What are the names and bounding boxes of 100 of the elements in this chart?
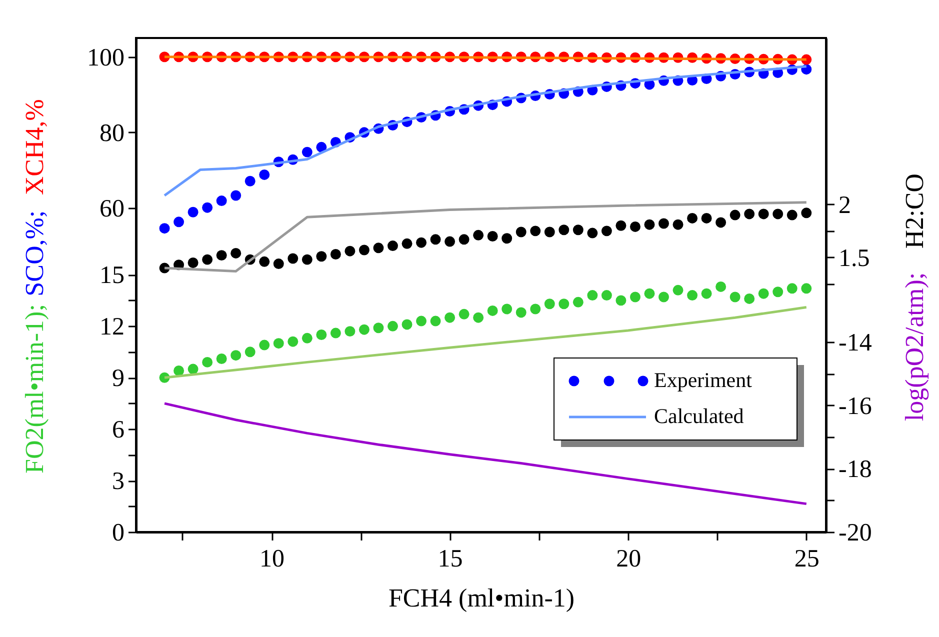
point [716,281,726,292]
point [801,283,812,294]
point [801,208,812,218]
y-tick-label: 15 [100,262,124,290]
point [487,305,498,316]
point [202,356,213,368]
point [786,283,798,294]
point [244,176,256,186]
point [316,142,327,152]
y2-tick-label: 1.5 [838,244,870,272]
x-tick-label: 15 [438,546,463,572]
y-axis-title: SCO,%; XCH4,% [20,99,49,296]
point [630,292,640,302]
point [302,254,312,265]
x-tick-label: 20 [616,546,642,572]
point [216,250,227,261]
y2-axis-title: log(pO2/atm); [900,272,929,422]
point [188,364,198,374]
point [687,290,698,301]
point [444,236,456,247]
point [202,254,213,265]
point [344,246,356,256]
x-tick-label: 10 [260,546,285,572]
y2-tick-label: -20 [838,520,872,546]
point [744,208,755,220]
point [302,332,312,344]
point [244,346,256,358]
point [416,316,427,326]
point [230,350,242,361]
point [159,223,170,234]
y-tick-label: 12 [100,314,124,341]
point [473,312,484,323]
y-axis-title: FO2(ml•min-1); [20,304,49,474]
point [188,258,198,268]
point [202,202,213,213]
point [216,196,227,206]
point [316,330,327,340]
point [402,238,412,249]
point [259,340,270,350]
x-axis-title: FCH4 (ml•min-1) [388,584,575,612]
point [644,219,655,230]
point [502,304,512,314]
legend-label: Experiment [654,368,752,392]
point [558,224,570,236]
y2-tick-label: -16 [838,392,872,420]
point [772,286,784,298]
point [758,288,769,299]
y-tick-label: 3 [112,468,124,496]
point [188,206,198,218]
point [273,338,284,349]
point [230,190,242,201]
point [587,228,598,238]
point [487,231,498,242]
point [259,169,270,180]
point [730,292,740,302]
point [174,216,184,228]
point [730,210,740,220]
point [402,319,412,330]
point [288,336,298,347]
point [772,208,784,220]
point [344,326,356,337]
point [630,221,640,232]
point [558,298,570,310]
point [687,212,698,224]
y-tick-label: 80 [100,120,124,147]
point [786,210,798,220]
x-tick-label: 25 [794,546,820,572]
point [672,284,684,296]
point [330,328,341,338]
point [644,288,655,299]
point [288,253,298,264]
legend-label: Calculated [654,404,744,428]
point [616,220,626,231]
point [330,249,341,260]
point [587,290,598,301]
point [701,288,712,299]
point [744,293,755,304]
point [373,322,384,334]
point [616,295,626,306]
point [530,226,541,236]
point [174,366,184,376]
point [416,237,427,248]
point [430,316,441,326]
point [530,304,541,314]
point [388,240,398,252]
point [230,248,242,258]
y-tick-label: 6 [112,416,124,444]
point [601,226,612,236]
point [601,290,612,301]
point [458,308,470,320]
y2-axis-title: H2:CO [900,174,929,249]
point [373,242,384,254]
y-tick-label: 0 [112,520,124,546]
point [758,208,769,220]
point [302,146,312,158]
point [658,218,669,229]
y-tick-label: 9 [112,365,124,392]
point [358,324,370,335]
point [430,234,441,245]
point [516,307,526,318]
